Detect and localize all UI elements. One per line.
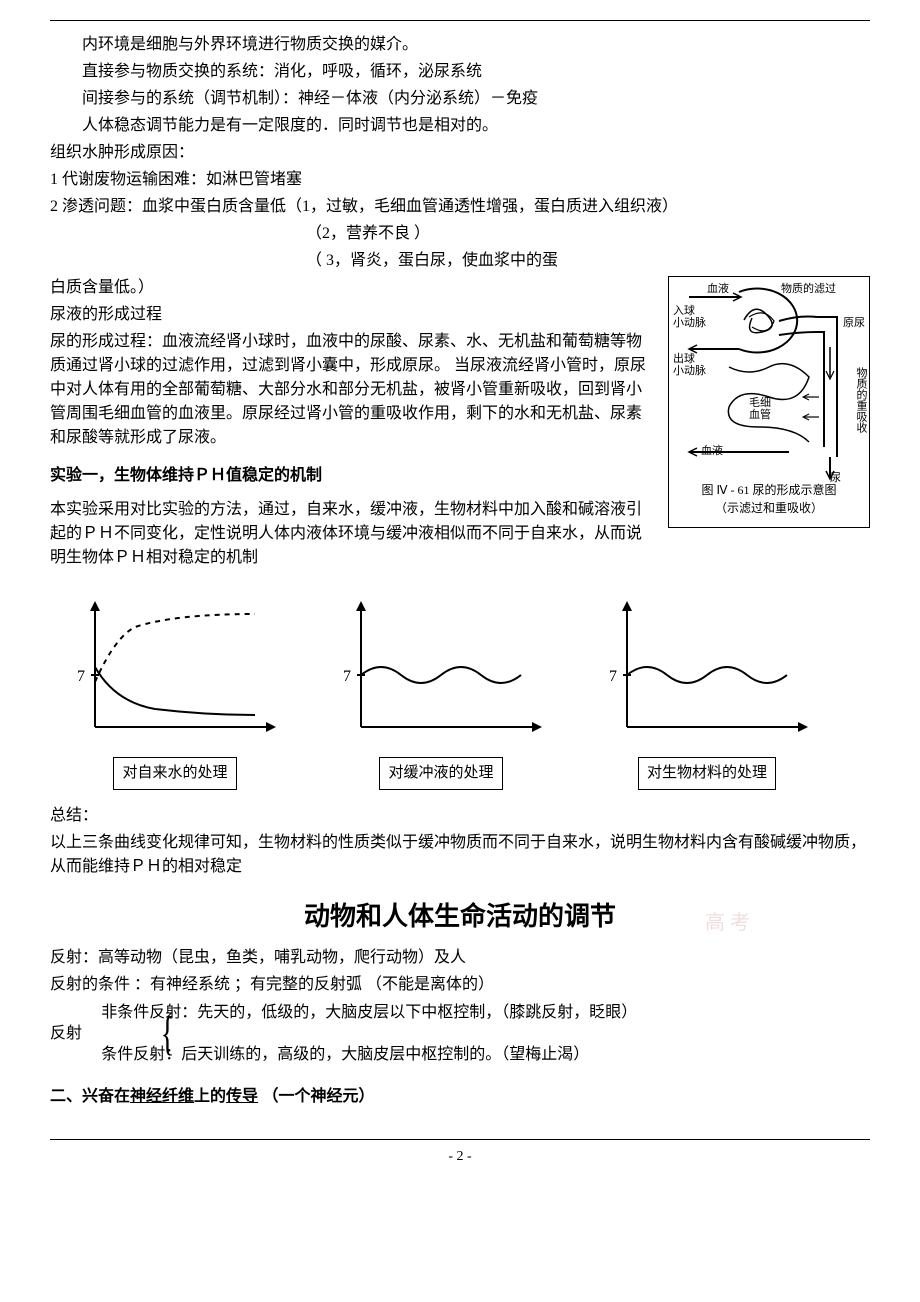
diagram-label: 出球 小动脉	[673, 353, 706, 377]
page-footer: - 2 -	[50, 1139, 870, 1167]
subsection-heading: 二、兴奋在神经纤维上的传导 （一个神经元）	[50, 1085, 870, 1109]
heading-text: 上的	[194, 1088, 226, 1105]
chart-label: 对自来水的处理	[113, 757, 236, 790]
body-text: 人体稳态调节能力是有一定限度的．同时调节也是相对的。	[50, 114, 870, 138]
axis-tick-label: 7	[77, 668, 85, 685]
heading-underline: 传导	[226, 1088, 258, 1105]
diagram-label: 原尿	[843, 317, 865, 329]
diagram-label: 血液	[701, 445, 723, 457]
body-text: 以上三条曲线变化规律可知，生物材料的性质类似于缓冲物质而不同于自来水，说明生物材…	[50, 831, 870, 879]
axis-tick-label: 7	[609, 668, 617, 685]
body-text: （2，营养不良 ）	[50, 222, 870, 246]
body-text: 1 代谢废物运输困难：如淋巴管堵塞	[50, 168, 870, 192]
diagram-label: 血液	[707, 283, 729, 295]
chart-bio-material: 7 对生物材料的处理	[582, 597, 832, 790]
reflex-brace-group: 反射 { 非条件反射：先天的，低级的，大脑皮层以下中枢控制，（膝跳反射，眨眼） …	[50, 1001, 870, 1067]
brace-item-bottom: 条件反射：后天训练的，高级的，大脑皮层中枢控制的。（望梅止渴）	[101, 1043, 870, 1067]
body-text: （ 3，肾炎，蛋白尿，使血浆中的蛋	[50, 249, 870, 273]
body-text: 反射的条件 ：有神经系统 ；有完整的反射弧 （不能是离体的）	[50, 973, 870, 997]
diagram-label: 毛细 血管	[749, 397, 771, 421]
chart-svg: 7	[597, 597, 817, 747]
body-text: 间接参与的系统（调节机制）：神经－体液（内分泌系统）－免疫	[50, 87, 870, 111]
chart-label: 对缓冲液的处理	[379, 757, 502, 790]
body-text: 反射：高等动物（昆虫，鱼类，哺乳动物，爬行动物）及人	[50, 946, 870, 970]
chart-tap-water: 7 对自来水的处理	[50, 597, 300, 790]
top-horizontal-rule	[50, 20, 870, 21]
diagram-label: 物质的重吸收	[855, 367, 867, 433]
charts-row: 7 对自来水的处理 7 对缓冲液的处理	[50, 597, 870, 790]
diagram-caption: 图 Ⅳ - 61 尿的形成示意图	[669, 481, 869, 499]
axis-tick-label: 7	[343, 668, 351, 685]
chart-svg: 7	[331, 597, 551, 747]
chart-svg: 7	[65, 597, 285, 747]
body-text: 组织水肿形成原因：	[50, 141, 870, 165]
chart-buffer: 7 对缓冲液的处理	[316, 597, 566, 790]
diagram-label: 入球 小动脉	[673, 305, 706, 329]
page-container: 内环境是细胞与外界环境进行物质交换的媒介。 直接参与物质交换的系统：消化，呼吸，…	[0, 0, 920, 1207]
diagram-label: 物质的滤过	[781, 283, 836, 295]
page-number: - 2 -	[448, 1149, 471, 1164]
body-text: 2 渗透问题：血浆中蛋白质含量低（1，过敏，毛细血管通透性增强，蛋白质进入组织液…	[50, 195, 870, 219]
urine-formation-diagram: 血液 入球 小动脉 出球 小动脉 物质的滤过 原尿 毛细 血管 物质的重吸收 血…	[668, 276, 870, 528]
diagram-caption: （示滤过和重吸收）	[669, 499, 869, 517]
heading-underline: 神经纤维	[130, 1088, 194, 1105]
chart-label: 对生物材料的处理	[638, 757, 776, 790]
heading-text: 二、兴奋在	[50, 1088, 130, 1105]
brace-label: 反射	[50, 1022, 82, 1046]
body-text: 直接参与物质交换的系统：消化，呼吸，循环，泌尿系统	[50, 60, 870, 84]
left-brace-icon: {	[156, 1001, 179, 1067]
section-title: 动物和人体生命活动的调节	[50, 897, 870, 936]
brace-item-top: 非条件反射：先天的，低级的，大脑皮层以下中枢控制，（膝跳反射，眨眼）	[101, 1001, 870, 1025]
body-text: 内环境是细胞与外界环境进行物质交换的媒介。	[50, 33, 870, 57]
heading-text: （一个神经元）	[258, 1088, 374, 1105]
summary-label: 总结：	[50, 804, 870, 828]
